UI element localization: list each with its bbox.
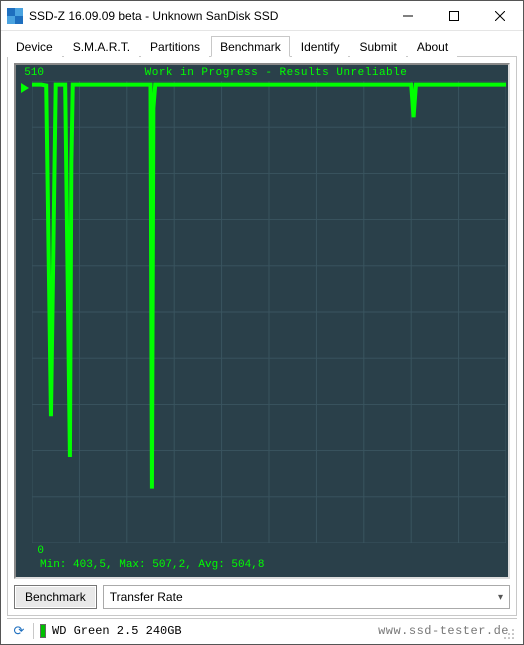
maximize-button[interactable] xyxy=(431,1,477,30)
titlebar[interactable]: SSD-Z 16.09.09 beta - Unknown SanDisk SS… xyxy=(1,1,523,31)
status-bar: ⟳ WD Green 2.5 240GB www.ssd-tester.de xyxy=(7,618,517,642)
tab-smart[interactable]: S.M.A.R.T. xyxy=(64,36,139,57)
app-icon xyxy=(7,8,23,24)
tab-about[interactable]: About xyxy=(408,36,457,57)
watermark-text: www.ssd-tester.de xyxy=(378,624,509,638)
close-button[interactable] xyxy=(477,1,523,30)
tab-device[interactable]: Device xyxy=(7,36,62,57)
benchmark-panel: 510 Work in Progress - Results Unreliabl… xyxy=(7,57,517,616)
benchmark-controls: Benchmark Transfer Rate ▾ xyxy=(14,585,510,609)
tab-submit[interactable]: Submit xyxy=(350,36,405,57)
chart-title: Work in Progress - Results Unreliable xyxy=(46,67,506,81)
refresh-icon[interactable]: ⟳ xyxy=(11,623,27,639)
benchmark-chart: 510 Work in Progress - Results Unreliabl… xyxy=(14,63,510,579)
chevron-down-icon: ▾ xyxy=(498,592,503,603)
playhead-icon xyxy=(18,81,32,543)
window-title: SSD-Z 16.09.09 beta - Unknown SanDisk SS… xyxy=(29,9,385,23)
window-controls xyxy=(385,1,523,30)
resize-grip-icon[interactable] xyxy=(503,628,515,640)
tab-bar: DeviceS.M.A.R.T.PartitionsBenchmarkIdent… xyxy=(7,35,517,57)
minimize-button[interactable] xyxy=(385,1,431,30)
mode-select[interactable]: Transfer Rate ▾ xyxy=(103,585,510,609)
activity-led-icon xyxy=(40,624,46,638)
content-area: DeviceS.M.A.R.T.PartitionsBenchmarkIdent… xyxy=(1,31,523,644)
status-device-text: WD Green 2.5 240GB xyxy=(52,624,182,638)
tab-partitions[interactable]: Partitions xyxy=(141,36,209,57)
tab-identify[interactable]: Identify xyxy=(292,36,349,57)
tab-benchmark[interactable]: Benchmark xyxy=(211,36,290,57)
benchmark-button[interactable]: Benchmark xyxy=(14,585,97,609)
separator xyxy=(33,623,34,639)
y-min-label: 0 xyxy=(18,545,46,557)
app-window: SSD-Z 16.09.09 beta - Unknown SanDisk SS… xyxy=(0,0,524,645)
chart-stats: Min: 403,5, Max: 507,2, Avg: 504,8 xyxy=(18,557,506,573)
mode-select-value: Transfer Rate xyxy=(110,590,183,604)
y-max-label: 510 xyxy=(18,67,46,81)
chart-plot xyxy=(32,81,506,543)
